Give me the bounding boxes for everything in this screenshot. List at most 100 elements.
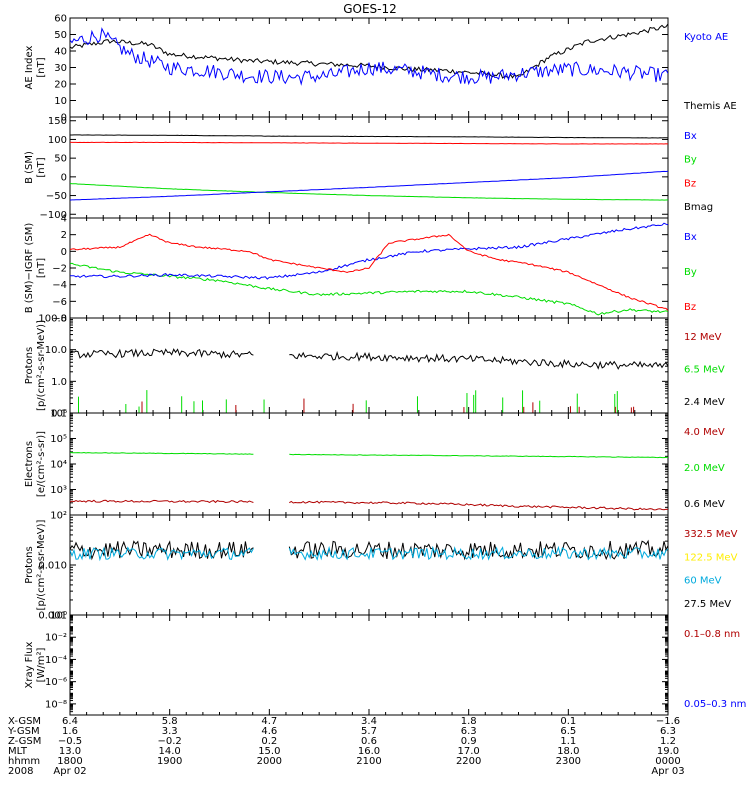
x-column-value: 13.0: [59, 746, 81, 757]
plot-area: [70, 451, 668, 511]
legend-entry: Bz: [684, 302, 696, 313]
panel-xray: 10⁻⁸ 10⁻⁶ 10⁻⁴ 10⁻² 10⁰ Xray Flux [W/m²] 0.1–0.…: [24, 611, 746, 716]
legend-entry: 4.0 MeV: [684, 427, 725, 438]
panel-electrons: 10² 10³ 10⁴ 10⁵ 10⁶ Electrons [e/(cm²-s-sr)] 4.…: [24, 409, 725, 522]
x-row-label: Y-GSM: [7, 726, 40, 737]
legend-entry: 0.1–0.8 nm: [684, 629, 740, 640]
x-column-value: 3.4: [361, 716, 377, 727]
x-row-label: X-GSM: [8, 716, 41, 727]
x-column-value: 6.3: [660, 726, 676, 737]
legend-entry: Themis AE: [683, 101, 737, 112]
y-axis-label: [nT]: [36, 157, 47, 177]
y-tick-label: 150: [48, 116, 67, 127]
y-tick-label: −6: [52, 297, 67, 308]
x-column-value: −0.5: [58, 736, 82, 747]
y-tick-label: 10⁻²: [45, 633, 67, 644]
y-tick-label: 100.0: [38, 314, 67, 325]
x-column-value: 1800: [57, 756, 82, 767]
legend-entry: 60 MeV: [684, 576, 722, 587]
x-column-value: 2000: [257, 756, 282, 767]
legend-entry: Bmag: [684, 202, 713, 213]
plot-area: [70, 348, 668, 413]
y-tick-label: 0: [61, 247, 67, 258]
y-axis-label: [nT]: [36, 258, 47, 278]
y-tick-label: 10²: [50, 511, 67, 522]
plot-area: [70, 539, 668, 562]
x-row-label: hhmm: [8, 756, 40, 767]
x-column-value: 14.0: [159, 746, 181, 757]
x-column-value: 1900: [157, 756, 182, 767]
panel-frame: [69, 17, 669, 118]
y-tick-label: 60: [54, 14, 67, 25]
series-line-0: [70, 539, 668, 561]
series-line-0: [70, 348, 668, 370]
x-column-value: 1.6: [62, 726, 78, 737]
y-tick-label: 0.001: [38, 611, 67, 622]
y-tick-label: −8: [52, 314, 67, 325]
series-line-2: [70, 183, 668, 201]
x-row-label: MLT: [8, 746, 28, 757]
panel-frame: [69, 116, 669, 219]
y-tick-label: 10⁵: [50, 434, 67, 445]
y-tick-label: 10³: [50, 485, 67, 496]
x-column-value: 1.1: [560, 736, 576, 747]
x-row-label: 2008: [8, 766, 33, 777]
figure-title: GOES-12: [343, 2, 397, 16]
y-tick-label: 10⁻⁸: [45, 699, 67, 710]
x-column-value: 5.7: [361, 726, 377, 737]
legend-entry: 332.5 MeV: [684, 529, 738, 540]
legend-entry: By: [684, 155, 697, 166]
x-column-value: 5.8: [162, 716, 178, 727]
series-line-3: [70, 170, 668, 201]
y-tick-label: 30: [54, 63, 67, 74]
x-column-value: 6.4: [62, 716, 78, 727]
y-axis-label: [W/m²]: [36, 647, 47, 682]
y-tick-label: 10.0: [45, 345, 67, 356]
y-tick-label: 10⁰: [50, 611, 67, 622]
y-tick-label: 0.1: [51, 409, 67, 420]
y-tick-label: 0: [61, 172, 67, 183]
x-column-value: 17.0: [458, 746, 480, 757]
y-tick-label: 10⁻⁴: [45, 655, 67, 666]
legend-entry: 122.5 MeV: [684, 552, 738, 563]
x-column-value: 6.3: [461, 726, 477, 737]
panel-ae: 0 10 20 30 40 50 60 AE Index [nT] Kyoto AE Themis …: [24, 14, 737, 124]
legend-entry: 6.5 MeV: [684, 365, 725, 376]
legend-entry: 27.5 MeV: [684, 599, 731, 610]
x-column-value: 4.6: [261, 726, 277, 737]
plot-area: [70, 23, 668, 86]
x-column-value: 6.5: [560, 726, 576, 737]
legend-entry: 0.05–0.3 nm: [684, 699, 746, 710]
y-tick-label: 10⁻⁶: [45, 677, 67, 688]
legend-entry: 2.0 MeV: [684, 463, 725, 474]
panel-b: −100 −50 0 50 100 150 B (SM) [nT] Bx By Bz Bmag: [24, 116, 713, 221]
y-tick-label: 1.0: [51, 377, 67, 388]
y-axis-label: [e/(cm²-s-sr)]: [36, 431, 47, 497]
x-column-value: Apr 03: [651, 766, 684, 777]
x-column-value: −1.6: [656, 716, 680, 727]
x-column-value: 2100: [356, 756, 381, 767]
x-column-value: 18.0: [557, 746, 579, 757]
x-column-value: 2300: [556, 756, 581, 767]
panel-frame: [69, 514, 669, 616]
y-tick-label: 2: [61, 230, 67, 241]
y-axis-label: Protons: [24, 347, 35, 384]
y-axis-label: [nT]: [36, 57, 47, 77]
y-tick-label: −50: [46, 191, 67, 202]
y-tick-label: 0.010: [38, 561, 67, 572]
plot-area: [70, 222, 668, 316]
y-axis-label: B (SM)−IGRF (SM): [24, 223, 35, 314]
y-axis-label: B (SM): [24, 151, 35, 184]
y-tick-label: 10: [54, 96, 67, 107]
series-line-1: [70, 499, 668, 511]
x-row-label: Z-GSM: [8, 736, 41, 747]
y-tick-label: 50: [54, 30, 67, 41]
y-tick-label: 0: [61, 113, 67, 124]
x-column-value: 15.0: [258, 746, 280, 757]
series-line-1: [70, 545, 668, 562]
legend-entry: Bx: [684, 131, 697, 142]
